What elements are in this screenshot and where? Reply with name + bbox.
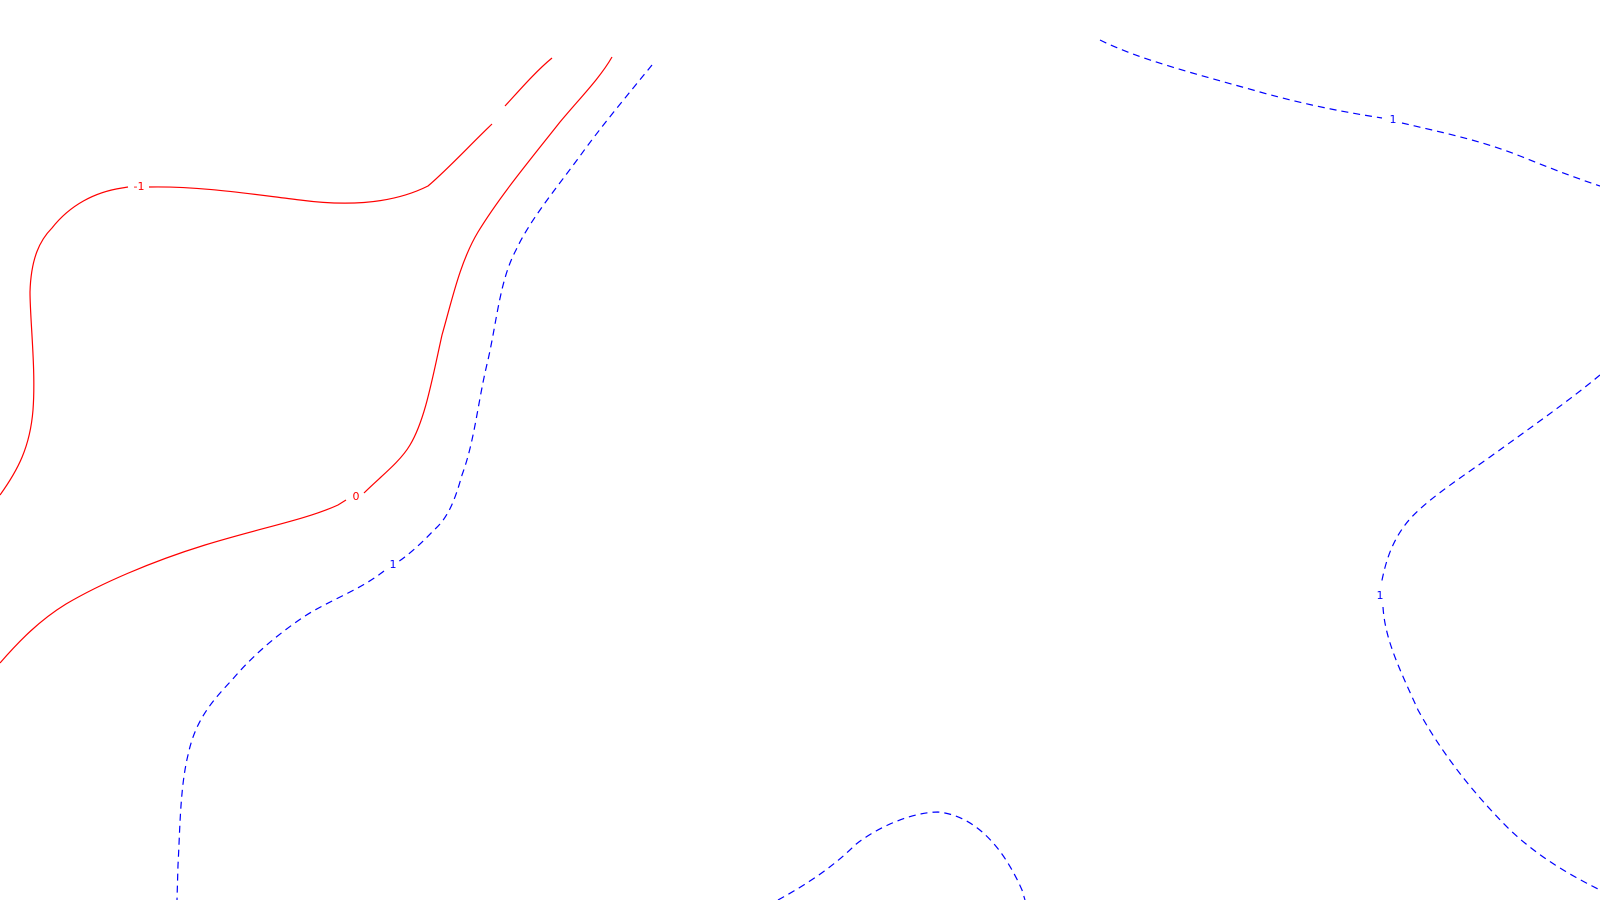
contour-label-plus-1-top: 1 xyxy=(1390,113,1397,126)
contour-line-plus-1-right xyxy=(1380,374,1600,891)
contour-label-plus-1-left: 1 xyxy=(390,558,397,571)
contour-line-plus-1-top xyxy=(1099,39,1600,187)
contour-labels: -1 0 1 1 1 xyxy=(134,113,1397,602)
contour-line-plus-1-bottom xyxy=(777,811,1026,900)
contour-lines xyxy=(0,39,1600,900)
contour-line-minus-1-segment xyxy=(504,57,553,107)
contour-label-plus-1-right: 1 xyxy=(1377,589,1384,602)
contour-label-minus-1: -1 xyxy=(134,180,145,193)
contour-line-plus-1-left xyxy=(176,64,653,900)
contour-label-0: 0 xyxy=(353,490,360,503)
contour-line-0 xyxy=(0,56,613,664)
contour-line-minus-1 xyxy=(0,123,493,496)
